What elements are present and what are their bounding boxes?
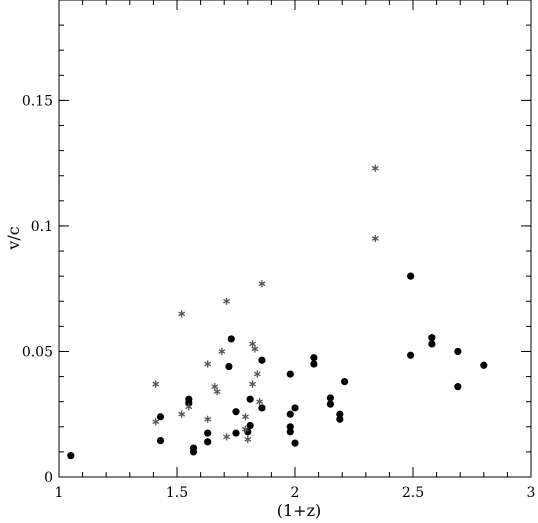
- data-point-star: [371, 234, 379, 243]
- x-tick-label: 2.5: [402, 485, 424, 501]
- data-point: [156, 436, 165, 445]
- data-point-star: [204, 360, 212, 368]
- data-point: [454, 383, 462, 391]
- data-point-star: [253, 370, 261, 378]
- data-point-star: [241, 413, 249, 421]
- data-point: [336, 415, 344, 423]
- data-point-star: [152, 418, 160, 426]
- data-point-star: [258, 280, 266, 288]
- data-point: [310, 354, 318, 362]
- data-point: [232, 429, 240, 437]
- data-point-star: [244, 435, 252, 443]
- data-point-star: [152, 380, 160, 388]
- filled-circle-series: [67, 272, 488, 460]
- data-point-star: [249, 380, 256, 388]
- data-point: [428, 340, 436, 348]
- x-tick-label: 1.5: [166, 485, 188, 501]
- axis-ticks: [58, 0, 532, 478]
- data-point-star: [223, 297, 231, 305]
- data-point: [407, 272, 415, 280]
- y-axis-title: v/c: [4, 226, 23, 250]
- data-point-star: [204, 415, 212, 423]
- data-point-star: [185, 403, 193, 411]
- data-point: [204, 438, 212, 446]
- y-tick-label: 0: [44, 470, 53, 486]
- data-point: [286, 423, 294, 431]
- data-point-star: [213, 388, 221, 396]
- data-point: [258, 356, 266, 364]
- data-point: [428, 334, 436, 342]
- data-point: [246, 395, 254, 403]
- axis-tick-labels: 1 1.5 2 2.5 3 0 0.05 0.1 0.15: [22, 93, 536, 501]
- data-point: [225, 362, 233, 371]
- data-point: [480, 361, 488, 369]
- data-point-star: [223, 433, 231, 441]
- data-point: [286, 370, 294, 378]
- x-tick-label: 2: [291, 485, 300, 501]
- data-point: [340, 378, 349, 386]
- star-series: [152, 164, 379, 443]
- data-point: [286, 410, 294, 418]
- data-point: [310, 360, 318, 368]
- y-tick-label: 0.15: [22, 93, 53, 109]
- data-point-star: [256, 398, 264, 406]
- x-axis-title: (1+z): [277, 501, 322, 520]
- data-point: [67, 452, 75, 460]
- y-tick-label: 0.05: [22, 344, 53, 360]
- data-point: [407, 351, 415, 359]
- data-point: [286, 428, 294, 436]
- data-point-star: [251, 345, 259, 353]
- data-point: [156, 413, 165, 421]
- data-point: [291, 404, 299, 412]
- data-point-star: [178, 410, 186, 418]
- data-point: [326, 400, 334, 408]
- data-point: [258, 404, 266, 412]
- data-point-star: [241, 425, 249, 433]
- data-point: [291, 439, 299, 447]
- data-point-star: [211, 383, 219, 391]
- data-point: [185, 399, 193, 407]
- data-point-star: [218, 347, 226, 356]
- data-point: [326, 394, 334, 402]
- data-point: [232, 408, 240, 416]
- y-tick-label: 0.1: [31, 219, 53, 235]
- data-point-star: [249, 340, 256, 348]
- data-point-star: [178, 310, 186, 318]
- data-point: [336, 410, 344, 418]
- data-point: [204, 429, 212, 437]
- x-tick-label: 3: [527, 485, 536, 501]
- data-marks: [67, 164, 488, 460]
- data-point-star: [371, 164, 379, 172]
- x-tick-label: 1: [55, 485, 64, 501]
- data-point: [227, 335, 235, 343]
- data-point: [454, 347, 462, 356]
- data-point: [189, 448, 198, 456]
